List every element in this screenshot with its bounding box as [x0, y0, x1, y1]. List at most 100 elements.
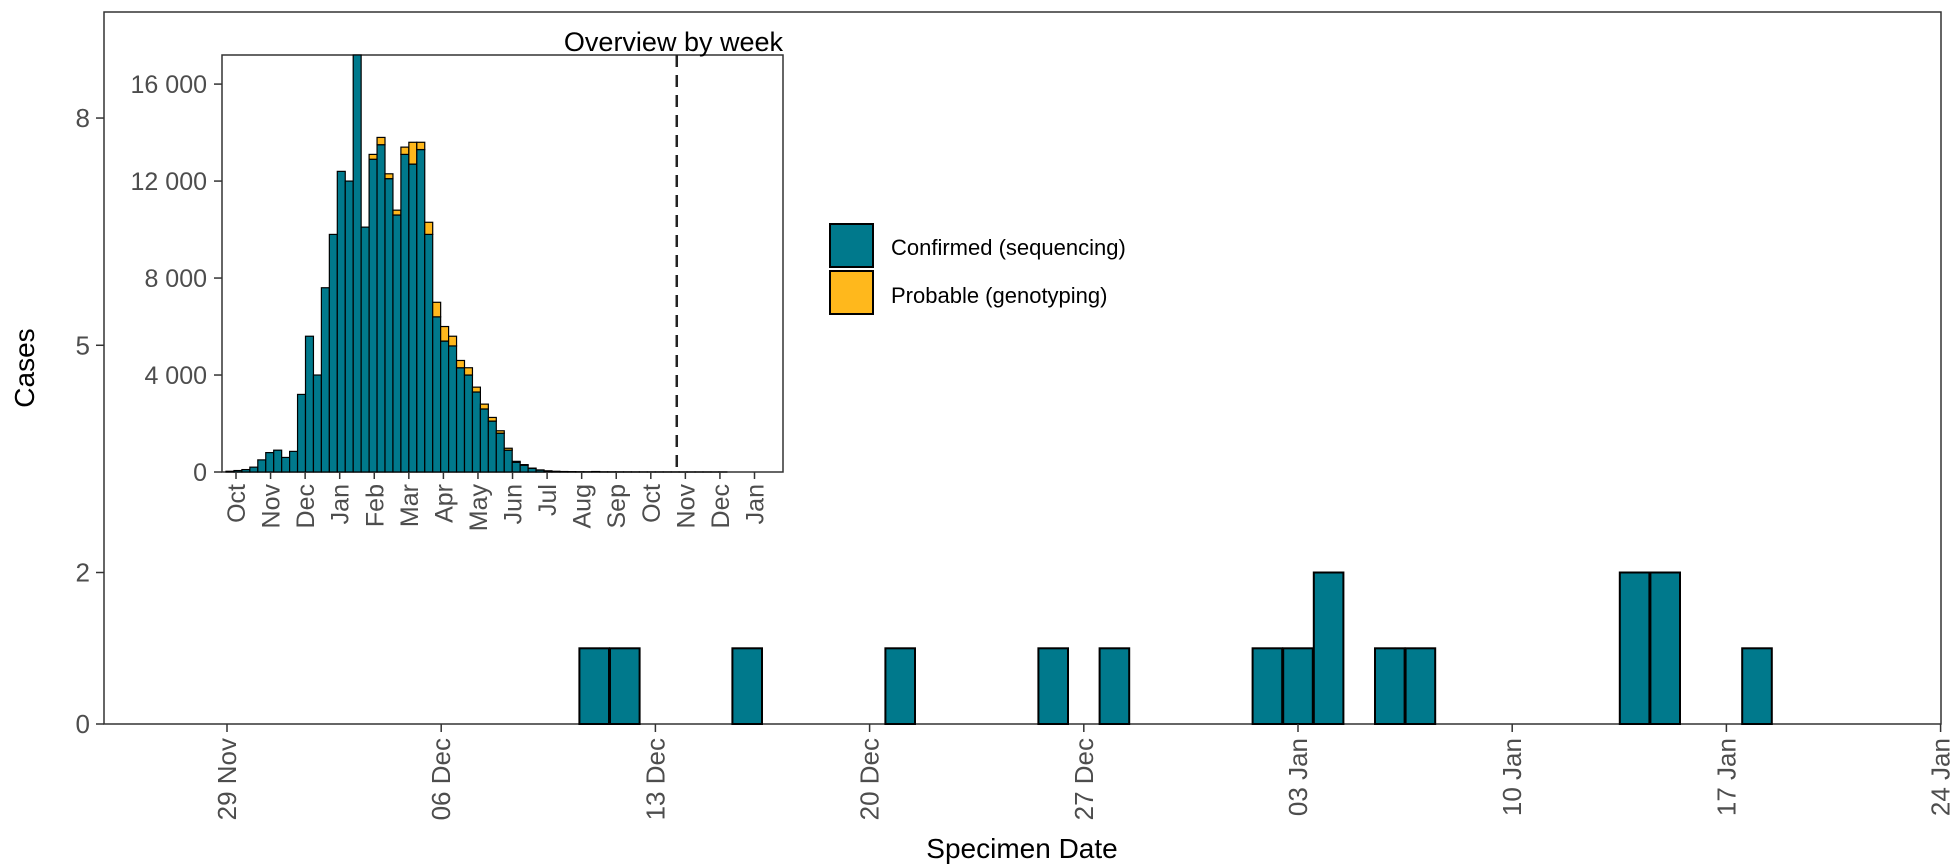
inset-x-tick-label-6: Apr [430, 484, 458, 523]
main-bar-12 [1649, 571, 1682, 725]
main-x-axis: 29 Nov 06 Dec 13 Dec 20 Dec 27 Dec 03 Jan 10 J… [212, 724, 1956, 820]
main-bar-6 [1251, 647, 1284, 725]
inset-bar-confirmed-4 [257, 459, 267, 473]
inset-bar-probable-36 [511, 460, 521, 463]
inset-bar-confirmed-27 [440, 340, 450, 473]
inset-bar-confirmed-29 [455, 367, 466, 473]
legend-label-probable: Probable (genotyping) [891, 283, 1107, 308]
inset-bar-confirmed-1 [233, 469, 243, 473]
inset-bar-confirmed-32 [479, 408, 489, 473]
main-x-tick-label-4: 27 Dec [1069, 738, 1099, 820]
inset-bar-confirmed-11 [312, 374, 323, 473]
inset-bar-confirmed-25 [424, 233, 434, 473]
main-x-tick-label-2: 13 Dec [640, 738, 670, 820]
inset-bar-confirmed-9 [296, 393, 307, 473]
main-bar-5 [1098, 647, 1131, 725]
inset-x-tick-label-12: Oct [638, 484, 666, 523]
inset-x-tick-label-13: Nov [672, 484, 700, 529]
main-bar-9 [1374, 647, 1406, 725]
inset-bar-probable-28 [448, 335, 458, 347]
inset-bar-probable-18 [368, 153, 378, 160]
inset-bar-confirmed-20 [384, 178, 394, 473]
inset-x-tick-label-9: Jul [534, 484, 562, 516]
main-x-tick-label-8: 24 Jan [1926, 738, 1956, 816]
main-bar-10 [1404, 647, 1437, 725]
inset-y-tick-label-3: 12 000 [131, 168, 207, 196]
inset-bar-confirmed-16 [352, 54, 362, 473]
inset-bar-probable-29 [455, 359, 466, 369]
legend-key-probable [829, 270, 874, 315]
inset-bar-confirmed-36 [511, 461, 521, 473]
inset-bar-confirmed-15 [344, 180, 354, 473]
inset-title: Overview by week [564, 27, 784, 57]
inset-bar-confirmed-7 [281, 456, 291, 473]
inset-bar-probable-22 [400, 146, 410, 156]
inset-bar-confirmed-30 [463, 374, 474, 473]
inset-bar-probable-24 [416, 141, 426, 151]
main-bar-2 [731, 647, 764, 725]
main-x-tick-label-0: 29 Nov [212, 738, 242, 820]
inset-y-tick-label-0: 0 [193, 459, 207, 487]
x-axis-title: Specimen Date [926, 833, 1117, 864]
inset-x-tick-label-2: Dec [292, 484, 320, 528]
legend-label-confirmed: Confirmed (sequencing) [891, 235, 1126, 260]
main-x-tick-label-3: 20 Dec [855, 738, 885, 820]
inset-bar-confirmed-41 [551, 470, 561, 473]
main-bar-3 [884, 647, 917, 725]
main-bar-8 [1312, 571, 1345, 725]
inset-bar-confirmed-34 [495, 432, 505, 473]
main-y-tick-label-1: 2 [76, 558, 90, 588]
inset-bar-confirmed-28 [448, 345, 458, 473]
inset-bar-confirmed-17 [360, 226, 370, 473]
inset-bar-confirmed-18 [368, 158, 378, 473]
inset-bar-confirmed-12 [320, 287, 330, 473]
inset-bar-confirmed-24 [416, 148, 426, 473]
inset-bar-probable-20 [384, 173, 394, 180]
inset-bar-probable-23 [408, 141, 418, 165]
inset-bar-confirmed-5 [265, 452, 275, 473]
inset-bar-confirmed-2 [241, 468, 251, 473]
inset-x-tick-label-8: Jun [500, 484, 528, 524]
main-x-tick-label-7: 17 Jan [1711, 738, 1741, 816]
main-bar-0 [578, 647, 611, 725]
inset-x-tick-label-10: Aug [569, 484, 597, 528]
inset-bar-confirmed-19 [376, 144, 386, 473]
main-x-tick-label-6: 10 Jan [1497, 738, 1527, 816]
main-y-axis: 0 2 5 8 [76, 103, 104, 739]
inset-x-tick-label-3: Jan [327, 484, 355, 524]
main-bar-13 [1741, 647, 1773, 725]
inset-bar-probable-26 [432, 301, 442, 318]
main-y-tick-label-3: 8 [76, 103, 90, 133]
inset-bar-confirmed-6 [273, 449, 283, 473]
inset-bar-confirmed-13 [328, 233, 338, 473]
inset-bar-probable-32 [479, 403, 489, 410]
inset-x-tick-label-14: Dec [707, 484, 735, 528]
inset-x-tick-label-5: Mar [396, 484, 424, 527]
inset-x-tick-label-0: Oct [223, 484, 251, 523]
inset-bar-probable-35 [503, 447, 513, 451]
main-x-tick-label-5: 03 Jan [1283, 738, 1313, 816]
main-y-tick-label-0: 0 [76, 709, 90, 739]
inset-bar-confirmed-31 [471, 391, 482, 473]
inset-bar-confirmed-35 [503, 449, 513, 473]
inset-y-tick-label-2: 8 000 [144, 265, 207, 293]
y-axis-title: Cases [9, 328, 40, 407]
inset-bar-confirmed-0 [225, 470, 235, 473]
inset-x-axis: Oct Nov Dec Jan Feb Mar Apr May Jun Jul Aug Sep Oct N… [223, 472, 769, 531]
main-bars [578, 571, 1773, 725]
inset-y-tick-label-1: 4 000 [144, 362, 207, 390]
inset-bar-probable-19 [376, 136, 386, 146]
inset-bar-confirmed-37 [519, 464, 529, 473]
inset-bar-confirmed-40 [543, 470, 553, 473]
inset-bar-probable-21 [392, 209, 402, 216]
inset-x-tick-label-11: Sep [603, 484, 631, 528]
main-y-tick-label-2: 5 [76, 330, 90, 360]
main-bar-4 [1037, 647, 1070, 725]
inset-y-axis: 0 4 000 8 000 12 000 16 000 [131, 71, 222, 487]
inset-bars [225, 54, 728, 473]
inset-bar-confirmed-3 [249, 466, 259, 473]
main-bar-1 [609, 647, 641, 725]
inset-bar-confirmed-10 [304, 335, 315, 473]
